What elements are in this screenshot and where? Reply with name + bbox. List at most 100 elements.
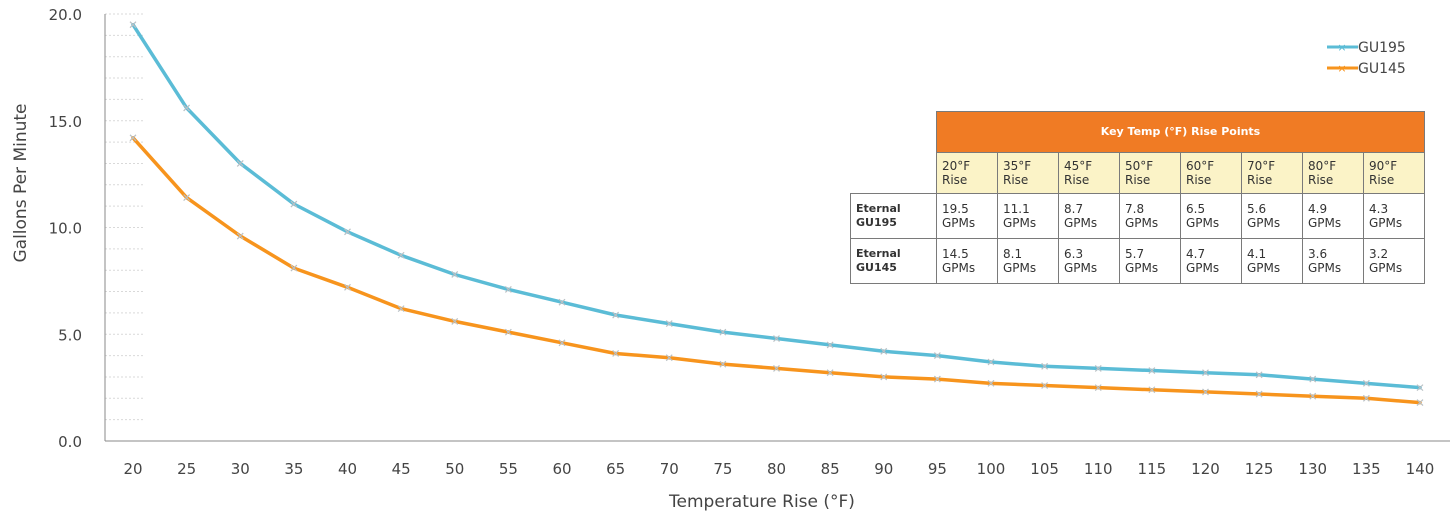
- data-point-gu195: [504, 285, 512, 293]
- y-tick-labels: 0.0 5.0 10.0 15.0 20.0: [49, 6, 82, 451]
- data-point-gu195: [1094, 364, 1102, 372]
- key-table-cell: 4.1 GPMs: [1241, 238, 1303, 284]
- cell-value: 5.7: [1125, 247, 1145, 261]
- cell-unit: GPMs: [1125, 261, 1159, 275]
- cell-value: 11.1: [1003, 202, 1030, 216]
- key-table-blank-corner: [851, 112, 937, 153]
- data-point-gu145: [129, 134, 137, 142]
- data-point-gu145: [933, 375, 941, 383]
- key-table-cell: 6.3 GPMs: [1058, 238, 1120, 284]
- y-tick-label: 10.0: [49, 220, 82, 238]
- data-point-gu145: [1416, 399, 1424, 406]
- chart-legend: × GU195 × GU145: [1327, 40, 1406, 77]
- data-point-gu195: [1309, 375, 1317, 383]
- data-point-gu145: [987, 379, 995, 387]
- cell-unit: GPMs: [1064, 216, 1098, 230]
- header-temp: 50°F: [1125, 159, 1154, 173]
- data-point-gu195: [880, 347, 888, 355]
- cell-unit: GPMs: [1308, 216, 1342, 230]
- key-table-cell: 8.7 GPMs: [1058, 193, 1120, 239]
- y-tick-label: 15.0: [49, 113, 82, 131]
- key-table-header-cell: 50°F Rise: [1119, 152, 1181, 194]
- data-point-gu145: [1309, 392, 1317, 400]
- header-temp: 20°F: [942, 159, 971, 173]
- x-tick-labels: 20 25 30 35 40 45 50 55 60 65 70 75 80 85 90 95 100 105 11…: [123, 460, 1434, 478]
- header-word: Rise: [1125, 173, 1151, 187]
- key-table-cell: 6.5 GPMs: [1180, 193, 1242, 239]
- data-point-gu145: [1255, 390, 1263, 398]
- data-point-gu195: [826, 341, 834, 349]
- key-table-header-cell: 70°F Rise: [1241, 152, 1303, 194]
- data-point-gu145: [1041, 382, 1049, 389]
- key-table-row-gu195: Eternal GU195 19.5 GPMs 11.1 GPMs 8.7 GPMs 7…: [850, 193, 1425, 239]
- data-point-gu195: [397, 251, 405, 259]
- data-point-gu145: [183, 194, 191, 202]
- cell-value: 3.2: [1369, 247, 1389, 261]
- data-point-gu195: [1362, 379, 1370, 387]
- key-table-row-label: Eternal GU195: [850, 193, 937, 239]
- key-table-header-row: 20°F Rise 35°F Rise 45°F Rise 50°F Rise 60°F…: [851, 152, 1425, 194]
- cell-value: 19.5: [942, 202, 969, 216]
- row-label-line2: GU195: [856, 216, 897, 229]
- cell-value: 6.5: [1186, 202, 1206, 216]
- cell-unit: GPMs: [1247, 261, 1281, 275]
- key-table-title: Key Temp (°F) Rise Points: [936, 111, 1425, 153]
- data-point-gu145: [290, 264, 298, 272]
- cell-unit: GPMs: [1064, 261, 1098, 275]
- x-tick-label: 40: [338, 460, 357, 478]
- key-table-cell: 4.3 GPMs: [1363, 193, 1425, 239]
- cell-unit: GPMs: [1247, 216, 1281, 230]
- header-word: Rise: [1369, 173, 1395, 187]
- key-table-cell: 4.7 GPMs: [1180, 238, 1242, 284]
- data-point-gu195: [236, 160, 244, 167]
- data-point-gu195: [719, 328, 727, 336]
- cell-unit: GPMs: [1369, 216, 1403, 230]
- data-point-gu195: [451, 271, 459, 278]
- x-tick-label: 35: [284, 460, 303, 478]
- data-point-gu145: [773, 364, 780, 372]
- data-point-gu195: [773, 335, 780, 342]
- cell-value: 3.6: [1308, 247, 1328, 261]
- data-point-gu145: [880, 373, 888, 381]
- cell-value: 8.1: [1003, 247, 1023, 261]
- data-point-gu145: [665, 354, 673, 362]
- key-table-header-cell: 90°F Rise: [1363, 152, 1425, 194]
- cell-unit: GPMs: [942, 216, 976, 230]
- x-tick-label: 80: [767, 460, 786, 478]
- key-table-header-cell: 80°F Rise: [1302, 152, 1364, 194]
- y-tick-label: 0.0: [58, 433, 82, 451]
- key-table-row-gu145: Eternal GU145 14.5 GPMs 8.1 GPMs 6.3 GPMs 5.…: [850, 238, 1425, 284]
- data-point-gu195: [612, 311, 620, 319]
- data-point-gu195: [290, 200, 298, 208]
- key-temp-rise-table: Key Temp (°F) Rise Points 20°F Rise 35°F R…: [850, 111, 1425, 284]
- x-tick-label: 140: [1406, 460, 1435, 478]
- data-point-gu145: [826, 369, 834, 377]
- data-point-gu195: [344, 228, 351, 236]
- data-point-gu195: [1202, 369, 1209, 377]
- legend-label-gu145: GU145: [1358, 61, 1406, 77]
- cell-value: 4.7: [1186, 247, 1206, 261]
- key-table-row-label: Eternal GU145: [850, 238, 937, 284]
- header-temp: 35°F: [1003, 159, 1032, 173]
- x-tick-label: 105: [1030, 460, 1059, 478]
- y-axis-title: Gallons Per Minute: [11, 103, 31, 262]
- key-table-cell: 3.6 GPMs: [1302, 238, 1364, 284]
- header-word: Rise: [1308, 173, 1334, 187]
- data-point-gu195: [665, 320, 673, 327]
- data-point-gu195: [183, 104, 191, 112]
- data-point-gu195: [1148, 367, 1156, 374]
- data-point-gu195: [129, 21, 137, 29]
- data-point-gu145: [1148, 386, 1156, 394]
- x-tick-label: 120: [1191, 460, 1220, 478]
- cell-unit: GPMs: [1308, 261, 1342, 275]
- key-table-header-cell: 35°F Rise: [997, 152, 1059, 194]
- key-table-title-row: Key Temp (°F) Rise Points: [851, 111, 1425, 153]
- x-tick-label: 90: [874, 460, 893, 478]
- data-point-gu195: [1041, 362, 1049, 370]
- cell-unit: GPMs: [1369, 261, 1403, 275]
- key-table-cell: 8.1 GPMs: [997, 238, 1059, 284]
- data-point-gu145: [612, 350, 620, 357]
- y-tick-label: 5.0: [58, 326, 82, 344]
- legend-label-gu195: GU195: [1358, 40, 1406, 56]
